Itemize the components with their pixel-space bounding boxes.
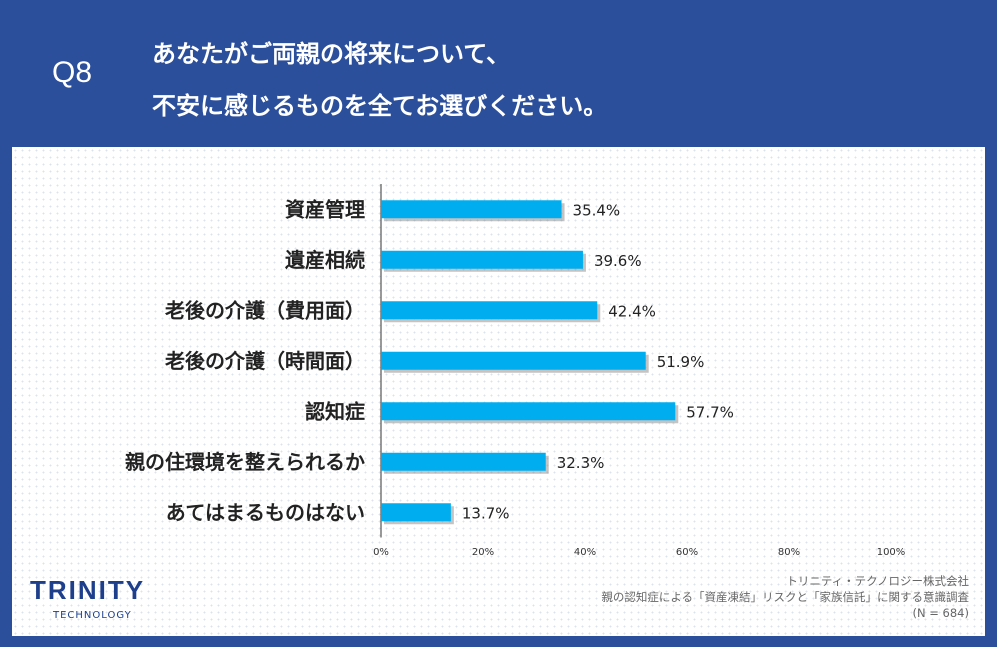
- x-tick-label: 100%: [877, 547, 906, 558]
- x-tick-label: 80%: [778, 547, 800, 558]
- source-note: トリニティ・テクノロジー株式会社 親の認知症による「資産凍結」リスクと「家族信託…: [601, 573, 969, 621]
- company-name: トリニティ・テクノロジー株式会社: [786, 574, 969, 588]
- value-label: 39.6%: [594, 252, 642, 270]
- trinity-logo-sub: TECHNOLOGY: [53, 610, 132, 621]
- bar: [381, 351, 646, 370]
- x-tick-label: 60%: [676, 547, 698, 558]
- chart-panel: [12, 147, 985, 636]
- sample-size: (N = 684): [912, 606, 969, 620]
- question-title-line1: あなたがご両親の将来について、: [152, 40, 511, 68]
- bar: [381, 503, 451, 522]
- value-label: 57.7%: [686, 403, 734, 421]
- bar: [381, 250, 583, 269]
- category-label: 老後の介護（時間面）: [165, 349, 365, 373]
- value-label: 13.7%: [462, 504, 510, 522]
- x-tick-label: 40%: [574, 547, 596, 558]
- bar: [381, 402, 676, 421]
- value-label: 35.4%: [573, 201, 621, 219]
- bar: [381, 452, 546, 471]
- value-label: 32.3%: [557, 454, 605, 472]
- value-label: 42.4%: [608, 302, 656, 320]
- category-label: 老後の介護（費用面）: [165, 298, 365, 322]
- trinity-logo: TRINITY: [30, 575, 146, 605]
- category-label: あてはまるものはない: [166, 500, 365, 524]
- category-label: 親の住環境を整えられるか: [125, 450, 365, 474]
- x-tick-label: 0%: [373, 547, 389, 558]
- category-label: 資産管理: [285, 197, 365, 221]
- category-label: 認知症: [305, 399, 365, 423]
- x-tick-label: 20%: [472, 547, 494, 558]
- question-title-line2: 不安に感じるものを全てお選びください。: [152, 92, 608, 120]
- bar: [381, 301, 598, 320]
- bar: [381, 200, 562, 219]
- question-number: Q8: [52, 56, 93, 89]
- value-label: 51.9%: [657, 353, 705, 371]
- category-label: 遺産相続: [285, 248, 365, 272]
- survey-title: 親の認知症による「資産凍結」リスクと「家族信託」に関する意識調査: [601, 590, 969, 604]
